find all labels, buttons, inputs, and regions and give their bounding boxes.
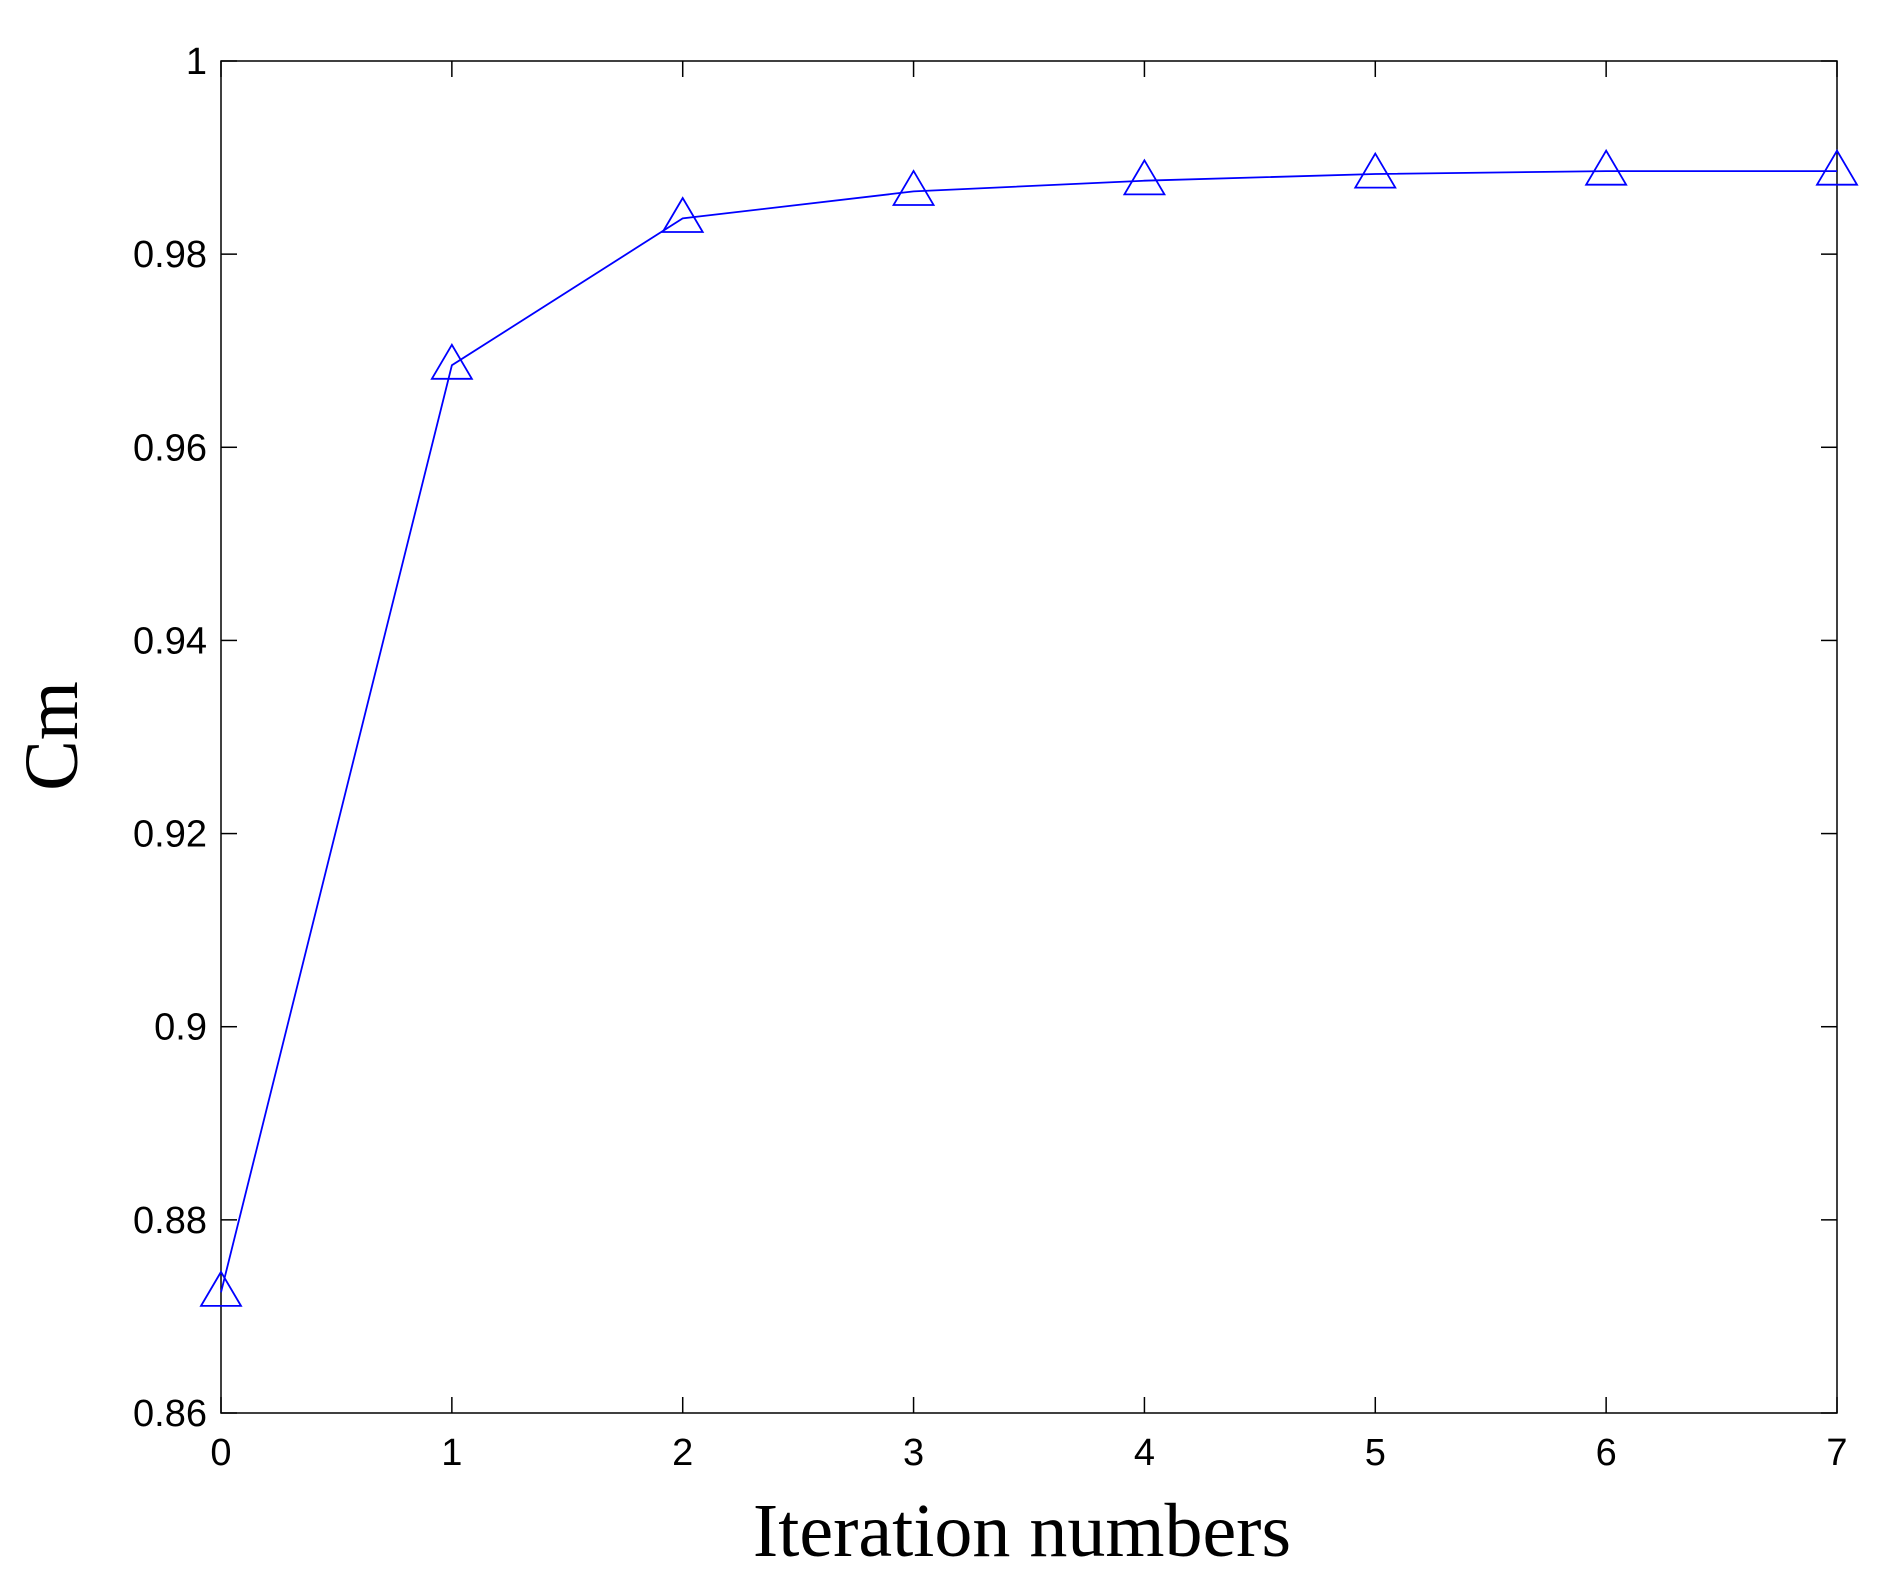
x-tick-label-0: 0 — [210, 1432, 231, 1474]
series-line-0 — [220, 170, 1837, 1293]
data-point-0 — [199, 1270, 243, 1307]
y-tick-label-2: 0.9 — [154, 1007, 207, 1049]
x-tick-label-5: 5 — [1365, 1432, 1386, 1474]
axes-layer: 0 1 2 3 4 5 6 7 0.86 0.88 0.9 0.92 0.94 0.96 0.98 1 — [133, 41, 1848, 1474]
data-point-2 — [661, 196, 705, 233]
data-point-3 — [891, 169, 936, 206]
data-point-4 — [1122, 158, 1167, 196]
y-tick-label-7: 1 — [186, 41, 207, 83]
y-axis-title: Cm — [10, 681, 94, 791]
data-point-1 — [430, 343, 474, 380]
data-point-6 — [1584, 148, 1628, 186]
y-tick-label-0: 0.86 — [133, 1393, 207, 1435]
y-tick-label-1: 0.88 — [133, 1200, 207, 1242]
x-axis-title: Iteration numbers — [753, 1489, 1291, 1573]
x-tick-label-1: 1 — [441, 1432, 462, 1474]
x-tick-label-4: 4 — [1134, 1432, 1155, 1474]
data-point-5 — [1353, 151, 1397, 189]
plot-frame — [220, 60, 1838, 1414]
y-tick-label-4: 0.94 — [133, 620, 207, 662]
y-tick-label-5: 0.96 — [133, 427, 207, 469]
x-tick-label-3: 3 — [903, 1432, 924, 1474]
x-tick-label-2: 2 — [672, 1432, 693, 1474]
y-tick-label-6: 0.98 — [133, 234, 207, 276]
x-tick-label-6: 6 — [1596, 1432, 1617, 1474]
y-tick-label-3: 0.92 — [133, 814, 207, 856]
series-layer — [199, 148, 1859, 1307]
data-point-7 — [1815, 148, 1859, 186]
x-tick-label-7: 7 — [1826, 1432, 1847, 1474]
